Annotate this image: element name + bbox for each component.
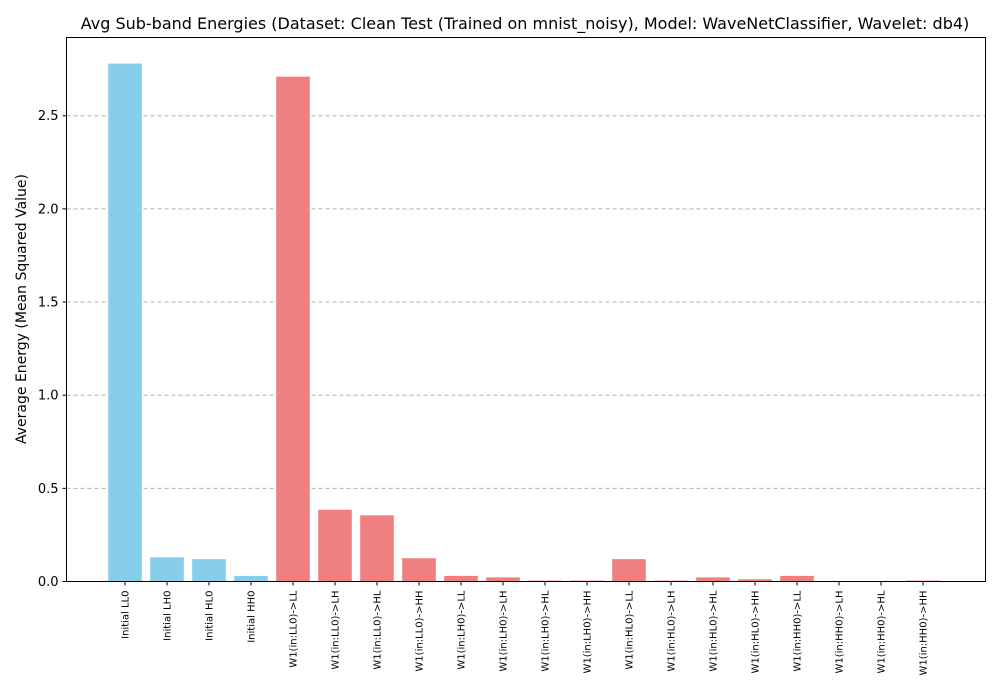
x-tick-label: W1(in:LL0)->HH xyxy=(415,591,426,672)
bar xyxy=(738,579,772,582)
y-axis-label: Average Energy (Mean Squared Value) xyxy=(14,174,30,444)
bar xyxy=(612,559,646,582)
bar xyxy=(486,577,520,582)
x-tick-label: Initial HL0 xyxy=(205,591,216,641)
y-tick-label: 2.0 xyxy=(38,202,59,217)
x-tick-label: W1(in:HL0)->LL xyxy=(625,590,636,670)
x-tick-label: W1(in:LH0)->HL xyxy=(541,590,552,671)
x-axis: Initial LL0 Initial LH0 Initial HL0 Initial… xyxy=(121,581,930,676)
x-tick-label: W1(in:HL0)->LH xyxy=(667,591,678,672)
x-tick-label: W1(in:HL0)->HL xyxy=(709,590,720,671)
gridlines xyxy=(66,115,986,489)
bar xyxy=(360,515,394,582)
x-tick-label: W1(in:HH0)->HH xyxy=(919,591,930,676)
bar xyxy=(192,559,226,582)
x-tick-label: W1(in:LL0)->LL xyxy=(289,590,300,668)
plot-frame xyxy=(66,37,986,582)
x-tick-label: Initial LL0 xyxy=(121,591,132,639)
y-tick-label: 1.0 xyxy=(38,389,59,404)
y-tick-label: 2.5 xyxy=(38,109,59,124)
x-tick-label: W1(in:LL0)->HL xyxy=(373,590,384,670)
bar xyxy=(780,575,814,582)
x-tick-label: W1(in:LL0)->LH xyxy=(331,591,342,670)
x-tick-label: W1(in:HL0)->HH xyxy=(751,591,762,674)
bar xyxy=(696,577,730,582)
y-axis: 0.0 0.5 1.0 1.5 2.0 2.5 xyxy=(38,109,67,590)
x-tick-label: W1(in:HH0)->LL xyxy=(793,590,804,671)
bar xyxy=(108,63,142,582)
bar xyxy=(444,575,478,582)
bars xyxy=(108,63,940,582)
y-tick-label: 0.5 xyxy=(38,482,59,497)
y-tick-label: 0.0 xyxy=(38,575,59,590)
x-tick-label: W1(in:HH0)->HL xyxy=(877,590,888,673)
bar xyxy=(150,557,184,582)
bar xyxy=(318,509,352,582)
bar xyxy=(234,575,268,582)
bar xyxy=(402,558,436,582)
x-tick-label: W1(in:HH0)->LH xyxy=(835,591,846,674)
x-tick-label: W1(in:LH0)->LL xyxy=(457,590,468,670)
x-tick-label: W1(in:LH0)->HH xyxy=(583,591,594,674)
y-tick-label: 1.5 xyxy=(38,296,59,311)
bar xyxy=(276,76,310,582)
x-tick-label: W1(in:LH0)->LH xyxy=(499,591,510,672)
x-tick-label: Initial LH0 xyxy=(163,591,174,641)
x-tick-label: Initial HH0 xyxy=(247,591,258,643)
chart-title: Avg Sub-band Energies (Dataset: Clean Te… xyxy=(81,14,970,34)
